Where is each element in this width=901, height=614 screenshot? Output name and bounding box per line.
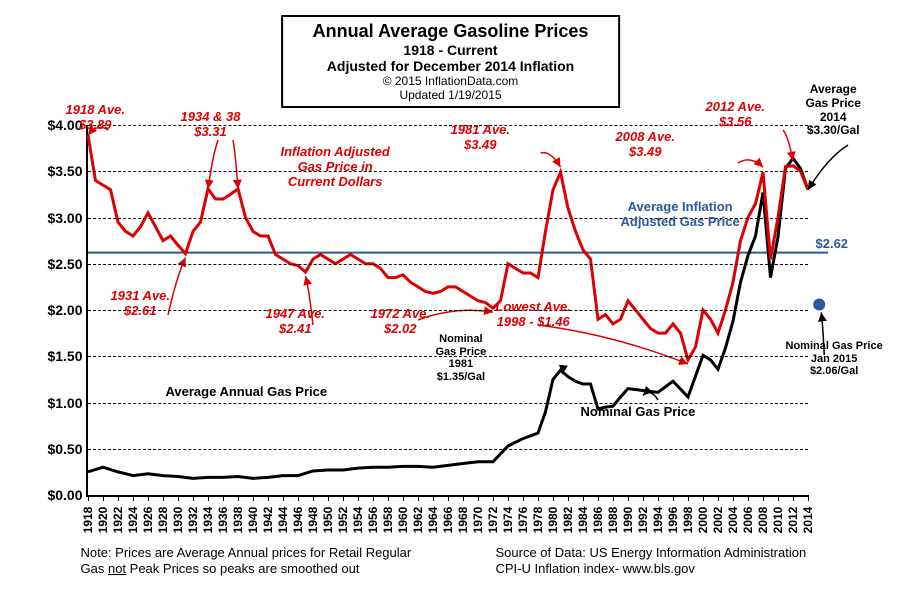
x-tick: 1962 [411, 507, 425, 534]
x-tick: 1948 [306, 507, 320, 534]
label-1972: 1972 Ave.$2.02 [371, 307, 431, 337]
x-tick: 1970 [471, 507, 485, 534]
x-tick: 2012 [786, 507, 800, 534]
label-1934: 1934 & 38$3.31 [181, 110, 241, 140]
x-tick: 1944 [276, 507, 290, 534]
x-tick: 1942 [261, 507, 275, 534]
label-adjusted-series: Inflation AdjustedGas Price inCurrent Do… [281, 145, 390, 190]
x-tick: 1980 [546, 507, 560, 534]
label-avg-2014: AverageGas Price2014$3.30/Gal [806, 83, 861, 138]
x-tick: 1952 [336, 507, 350, 534]
y-tick: $1.00 [28, 395, 83, 411]
x-tick: 1982 [561, 507, 575, 534]
x-tick: 1974 [501, 507, 515, 534]
x-tick: 1932 [186, 507, 200, 534]
x-tick: 2000 [696, 507, 710, 534]
label-262: $2.62 [816, 237, 849, 252]
x-tick: 1994 [651, 507, 665, 534]
x-tick: 1958 [381, 507, 395, 534]
label-1931: 1931 Ave.$2.61 [111, 289, 171, 319]
x-tick: 1928 [156, 507, 170, 534]
label-2008: 2008 Ave.$3.49 [616, 130, 676, 160]
x-tick: 2008 [756, 507, 770, 534]
x-tick: 1940 [246, 507, 260, 534]
x-tick: 1968 [456, 507, 470, 534]
x-tick: 1992 [636, 507, 650, 534]
label-jan2015: Nominal Gas PriceJan 2015$2.06/Gal [786, 340, 883, 378]
y-tick: $3.00 [28, 210, 83, 226]
label-nominal-1981: NominalGas Price1981$1.35/Gal [436, 333, 487, 384]
x-tick: 1926 [141, 507, 155, 534]
x-tick: 2002 [711, 507, 725, 534]
x-tick: 2004 [726, 507, 740, 534]
x-tick: 1986 [591, 507, 605, 534]
y-tick: $0.50 [28, 441, 83, 457]
x-tick: 1946 [291, 507, 305, 534]
label-1918: 1918 Ave.$3.89 [66, 103, 126, 133]
label-1947: 1947 Ave.$2.41 [266, 307, 326, 337]
label-lowest: Lowest Ave.1998 - $1.46 [496, 300, 571, 330]
x-tick: 1972 [486, 507, 500, 534]
label-2012: 2012 Ave.$3.56 [706, 100, 766, 130]
x-tick: 1984 [576, 507, 590, 534]
adjusted-series-line [88, 135, 808, 360]
x-tick: 1988 [606, 507, 620, 534]
chart-container: Annual Average Gasoline Prices 1918 - Cu… [16, 15, 886, 595]
chart-subtitle-range: 1918 - Current [313, 42, 589, 58]
x-tick: 1998 [681, 507, 695, 534]
chart-title: Annual Average Gasoline Prices [313, 21, 589, 42]
x-tick: 1922 [111, 507, 125, 534]
x-tick: 1920 [96, 507, 110, 534]
chart-copyright: © 2015 InflationData.com [313, 74, 589, 88]
jan2015-dot [813, 298, 825, 310]
label-avg-annual: Average Annual Gas Price [166, 385, 328, 400]
y-tick: $0.00 [28, 487, 83, 503]
x-tick: 1956 [366, 507, 380, 534]
footnote-note: Note: Prices are Average Annual prices f… [81, 545, 461, 576]
label-nominal-series: Nominal Gas Price [581, 405, 696, 420]
plot-area: $0.00$0.50$1.00$1.50$2.00$2.50$3.00$3.50… [86, 125, 808, 497]
y-tick: $2.50 [28, 256, 83, 272]
x-tick: 1938 [231, 507, 245, 534]
x-tick: 2010 [771, 507, 785, 534]
x-tick: 1966 [441, 507, 455, 534]
x-tick: 1960 [396, 507, 410, 534]
label-avg-inflation: Average InflationAdjusted Gas Price [621, 200, 740, 230]
x-tick: 1978 [531, 507, 545, 534]
chart-updated: Updated 1/19/2015 [313, 88, 589, 102]
y-tick: $1.50 [28, 348, 83, 364]
label-1981: 1981 Ave.$3.49 [451, 123, 511, 153]
x-tick: 1990 [621, 507, 635, 534]
x-tick: 1954 [351, 507, 365, 534]
chart-subtitle-adj: Adjusted for December 2014 Inflation [313, 58, 589, 74]
footnote-source: Source of Data: US Energy Information Ad… [496, 545, 896, 576]
x-tick: 1930 [171, 507, 185, 534]
y-tick: $3.50 [28, 163, 83, 179]
x-tick: 1918 [81, 507, 95, 534]
title-box: Annual Average Gasoline Prices 1918 - Cu… [281, 15, 621, 108]
y-tick: $2.00 [28, 302, 83, 318]
x-tick: 2006 [741, 507, 755, 534]
x-tick: 1934 [201, 507, 215, 534]
x-tick: 1924 [126, 507, 140, 534]
x-tick: 1976 [516, 507, 530, 534]
x-tick: 1964 [426, 507, 440, 534]
x-tick: 1996 [666, 507, 680, 534]
x-tick: 1936 [216, 507, 230, 534]
x-tick: 2014 [801, 507, 815, 534]
x-tick: 1950 [321, 507, 335, 534]
